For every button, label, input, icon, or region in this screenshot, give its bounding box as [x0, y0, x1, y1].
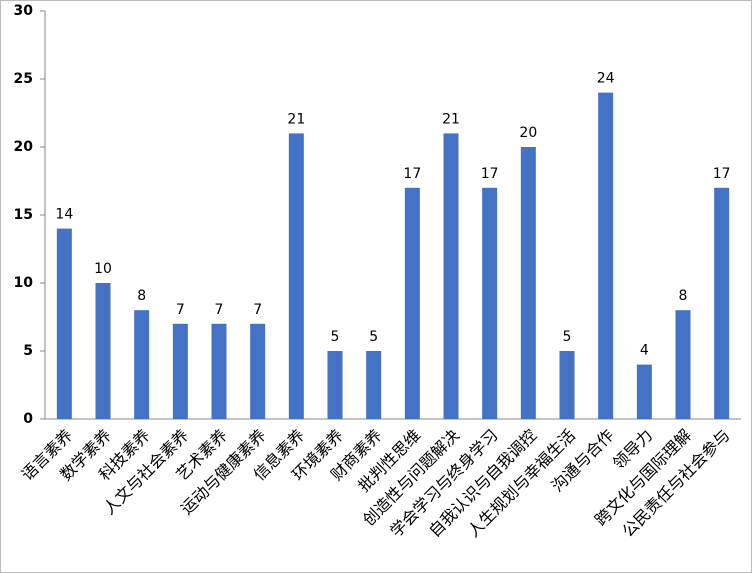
value-label: 17 — [481, 166, 499, 182]
bar — [520, 147, 536, 419]
bar — [636, 364, 652, 419]
y-tick-label: 15 — [14, 207, 33, 223]
bar — [366, 351, 382, 419]
bar — [134, 310, 150, 419]
value-label: 7 — [176, 302, 185, 318]
y-tick-label: 5 — [23, 343, 33, 359]
bar — [443, 133, 459, 419]
value-label: 17 — [713, 166, 731, 182]
bar — [327, 351, 343, 419]
value-label: 4 — [640, 343, 649, 359]
bar — [172, 323, 188, 419]
value-label: 5 — [563, 329, 572, 345]
y-tick-label: 10 — [14, 275, 34, 291]
value-label: 5 — [331, 329, 340, 345]
y-tick-label: 0 — [23, 411, 33, 427]
value-label: 10 — [94, 261, 112, 277]
value-label: 21 — [442, 111, 460, 127]
value-label: 5 — [369, 329, 378, 345]
y-tick-label: 30 — [14, 3, 34, 19]
value-label: 7 — [253, 302, 262, 318]
bar — [95, 283, 111, 419]
y-tick-label: 25 — [14, 71, 33, 87]
bar — [288, 133, 304, 419]
bar — [559, 351, 575, 419]
value-label: 8 — [679, 288, 688, 304]
bar — [250, 323, 266, 419]
bar — [56, 228, 72, 419]
value-label: 8 — [137, 288, 146, 304]
value-label: 7 — [215, 302, 224, 318]
value-label: 20 — [519, 125, 537, 141]
value-label: 14 — [55, 207, 73, 223]
bar — [675, 310, 691, 419]
value-label: 17 — [403, 166, 421, 182]
value-label: 24 — [597, 71, 615, 87]
y-tick-label: 20 — [14, 139, 34, 155]
value-label: 21 — [287, 111, 305, 127]
bar — [404, 187, 420, 419]
bar — [598, 92, 614, 419]
bar — [482, 187, 498, 419]
bar — [211, 323, 227, 419]
bar — [714, 187, 730, 419]
